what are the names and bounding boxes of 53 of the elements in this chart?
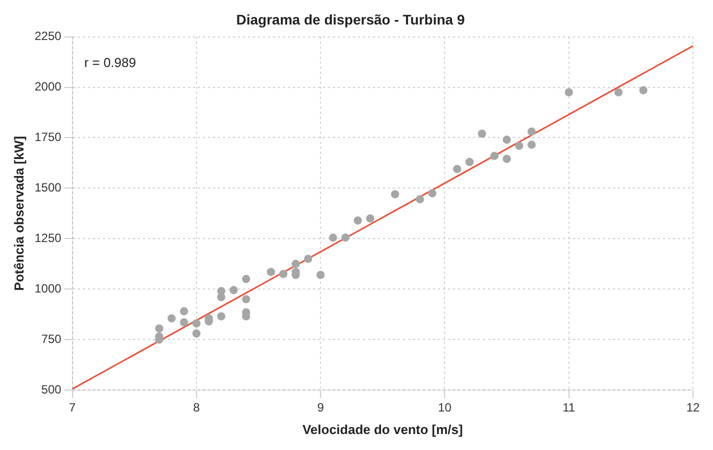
point: [180, 318, 188, 326]
point: [478, 130, 486, 138]
y-tick-label: 1250: [34, 230, 62, 245]
y-tick-label: 750: [41, 332, 62, 346]
x-tick-label: 9: [317, 400, 324, 415]
point: [266, 268, 276, 276]
point: [614, 88, 623, 96]
x-tick-label: 7: [68, 400, 76, 415]
point: [639, 86, 648, 94]
point: [416, 195, 424, 204]
y-tick-label: 2250: [34, 29, 62, 44]
y-tick-label: 2000: [34, 80, 62, 94]
point: [564, 88, 573, 96]
point: [428, 189, 436, 198]
y-tick-label: 500: [41, 382, 62, 396]
x-axis-title: Velocidade do vento [m/s]: [302, 422, 463, 437]
point: [242, 274, 250, 284]
point: [465, 158, 474, 166]
point: [366, 214, 374, 223]
x-tick-label: 10: [438, 400, 452, 415]
x-tick-label: 12: [686, 400, 700, 415]
point: [528, 140, 536, 149]
x-tick-label: 8: [193, 400, 200, 415]
point: [304, 254, 312, 263]
point: [328, 234, 338, 242]
point: [242, 295, 250, 304]
y-tick-label: 1500: [34, 180, 62, 194]
point: [292, 260, 300, 268]
x-tick-label: 11: [562, 400, 576, 415]
point: [390, 190, 400, 198]
y-tick-label: 1750: [34, 130, 62, 144]
point: [168, 314, 176, 322]
chart-title: Diagrama de dispersão - Turbina 9: [236, 11, 465, 28]
point: [217, 312, 226, 320]
point: [192, 329, 201, 338]
point: [180, 307, 188, 316]
y-axis-title: Potência observada [kW]: [11, 136, 26, 291]
point: [502, 154, 511, 164]
point: [502, 136, 511, 144]
y-tick-label: 1000: [34, 281, 62, 296]
point: [453, 164, 462, 174]
point: [528, 128, 536, 136]
point: [515, 142, 524, 150]
point: [279, 270, 288, 278]
point: [217, 293, 226, 302]
point: [230, 286, 238, 294]
point: [354, 216, 362, 225]
point: [490, 152, 498, 160]
point: [192, 319, 201, 328]
point: [316, 270, 325, 280]
point: [155, 324, 164, 333]
point: [341, 234, 350, 242]
annotation: r = 0.989: [84, 54, 136, 70]
